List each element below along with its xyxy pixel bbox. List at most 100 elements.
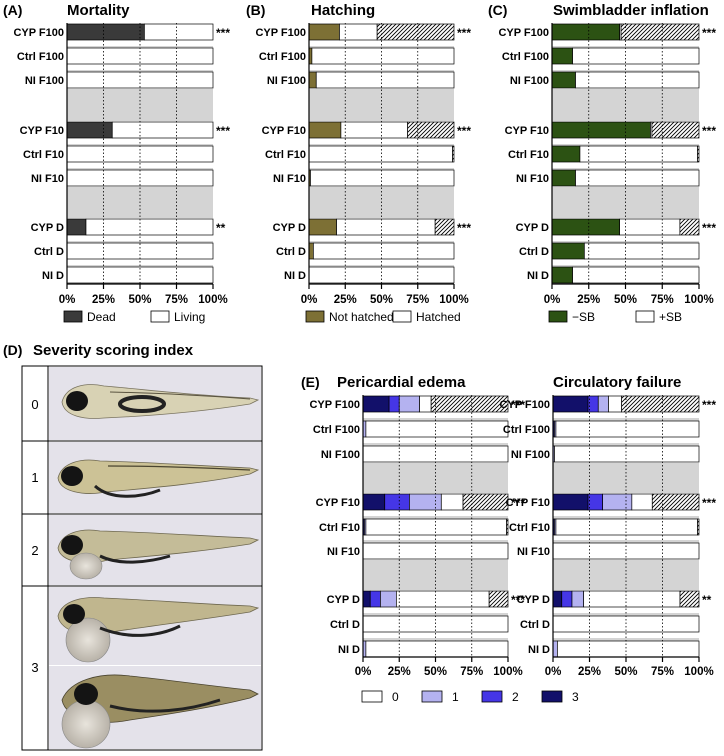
bar-segment-1 xyxy=(552,640,558,658)
x-tick-label: 100% xyxy=(198,294,227,306)
bar-segment-2 xyxy=(587,493,603,511)
category-label: CYP D xyxy=(31,222,64,234)
legend-label: −SB xyxy=(572,310,595,324)
category-label: NI D xyxy=(528,644,550,656)
bar-segment-not-hatched xyxy=(308,242,314,260)
separator-band xyxy=(363,638,508,641)
bar-segment-dead xyxy=(66,121,113,139)
bar-segment--sb xyxy=(575,71,700,89)
bar-segment-0 xyxy=(555,518,698,536)
bar-segment-2 xyxy=(369,590,381,608)
bar-segment-living xyxy=(111,121,214,139)
separator-band xyxy=(67,70,213,73)
bar-segment-1 xyxy=(409,493,442,511)
category-label: NI F10 xyxy=(517,546,550,558)
legend-label: 2 xyxy=(512,690,519,704)
bar-segment-3 xyxy=(552,590,563,608)
category-label: CYP F100 xyxy=(499,399,550,411)
bar-segment-dead xyxy=(651,121,700,139)
x-tick-label: 75% xyxy=(165,294,188,306)
legend-label: 1 xyxy=(452,690,459,704)
bar-segment-not-hatched xyxy=(308,218,337,236)
x-tick-label: 100% xyxy=(684,666,713,678)
chart-a: CYP F100 *** Ctrl F100 NI F100 CYP F10 *** Ctr… xyxy=(3,2,230,324)
x-tick-label: 0% xyxy=(544,294,561,306)
legend-swatch xyxy=(361,690,383,703)
x-tick-label: 100% xyxy=(439,294,468,306)
bar-segment-dead xyxy=(697,518,700,536)
bar-segment-dead xyxy=(679,590,700,608)
bar-segment-dead xyxy=(430,395,509,413)
significance-label: *** xyxy=(457,124,471,138)
bar-segment-dead xyxy=(697,145,700,163)
legend-label: Living xyxy=(174,310,205,324)
panel-label-b: (B) xyxy=(246,2,265,18)
category-label: Ctrl D xyxy=(519,246,549,258)
x-tick-label: 25% xyxy=(92,294,115,306)
category-label: NI D xyxy=(527,270,549,282)
zebrafish-larva-score-3a xyxy=(49,587,261,665)
bar-segment-3 xyxy=(362,590,371,608)
category-label: NI F10 xyxy=(31,173,64,185)
separator-band xyxy=(553,613,699,616)
separator-band xyxy=(552,70,699,73)
chart-c: CYP F100 *** Ctrl F100 NI F100 CYP F10 *** Ctr… xyxy=(488,2,716,324)
x-tick-label: 100% xyxy=(684,294,713,306)
chart-title: Hatching xyxy=(311,2,375,19)
x-tick-label: 100% xyxy=(493,666,522,678)
bar-segment-0 xyxy=(608,395,622,413)
bar-segment-0 xyxy=(365,518,507,536)
bar-segment-2 xyxy=(384,493,410,511)
category-label: NI F100 xyxy=(25,75,64,87)
significance-label: *** xyxy=(511,496,525,510)
x-tick-label: 25% xyxy=(388,666,411,678)
chart-title: Circulatory failure xyxy=(553,374,681,391)
bar-segment-not-hatched xyxy=(308,71,317,89)
separator-band xyxy=(363,540,508,543)
panel-label-d: (D) xyxy=(3,342,22,358)
score-label-0: 0 xyxy=(31,397,38,412)
significance-label: *** xyxy=(457,26,471,40)
legend-swatch xyxy=(392,310,412,323)
separator-band xyxy=(363,463,508,493)
bar-segment-1 xyxy=(398,395,420,413)
legend-label: 0 xyxy=(392,690,399,704)
bar-segment-0 xyxy=(365,420,509,438)
significance-label: ** xyxy=(216,221,226,235)
separator-band xyxy=(552,241,699,244)
zebrafish-larva-score-1 xyxy=(49,442,261,513)
bar-segment-hatched xyxy=(315,71,455,89)
bar-segment--sb xyxy=(551,121,651,139)
category-label: NI D xyxy=(284,270,306,282)
bar-segment--sb xyxy=(551,266,573,284)
bar-segment-3 xyxy=(552,493,589,511)
category-label: Ctrl F10 xyxy=(509,522,550,534)
legend-swatch xyxy=(541,690,563,703)
bar-segment-living xyxy=(85,218,214,236)
bar-segment-3 xyxy=(552,395,589,413)
separator-band xyxy=(552,265,699,268)
bar-segment-dead xyxy=(462,493,509,511)
legend-swatch xyxy=(548,310,568,323)
zebrafish-larva-score-0 xyxy=(49,367,261,440)
significance-label: *** xyxy=(511,398,525,412)
panel-label-a: (A) xyxy=(3,2,22,18)
bar-segment-dead xyxy=(621,395,700,413)
category-label: CYP F100 xyxy=(255,27,306,39)
x-tick-label: 50% xyxy=(370,294,393,306)
separator-band xyxy=(363,613,508,616)
separator-band xyxy=(553,638,699,641)
category-label: NI F100 xyxy=(510,75,549,87)
bar-segment-dead xyxy=(66,23,145,41)
bar-segment--sb xyxy=(583,242,700,260)
bar-segment-0 xyxy=(440,493,464,511)
category-label: Ctrl F100 xyxy=(502,51,549,63)
category-label: CYP D xyxy=(517,594,550,606)
significance-label: *** xyxy=(702,221,716,235)
category-label: Ctrl F10 xyxy=(508,149,549,161)
legend-swatch xyxy=(635,310,655,323)
category-label: Ctrl D xyxy=(34,246,64,258)
category-label: CYP F10 xyxy=(316,497,360,509)
